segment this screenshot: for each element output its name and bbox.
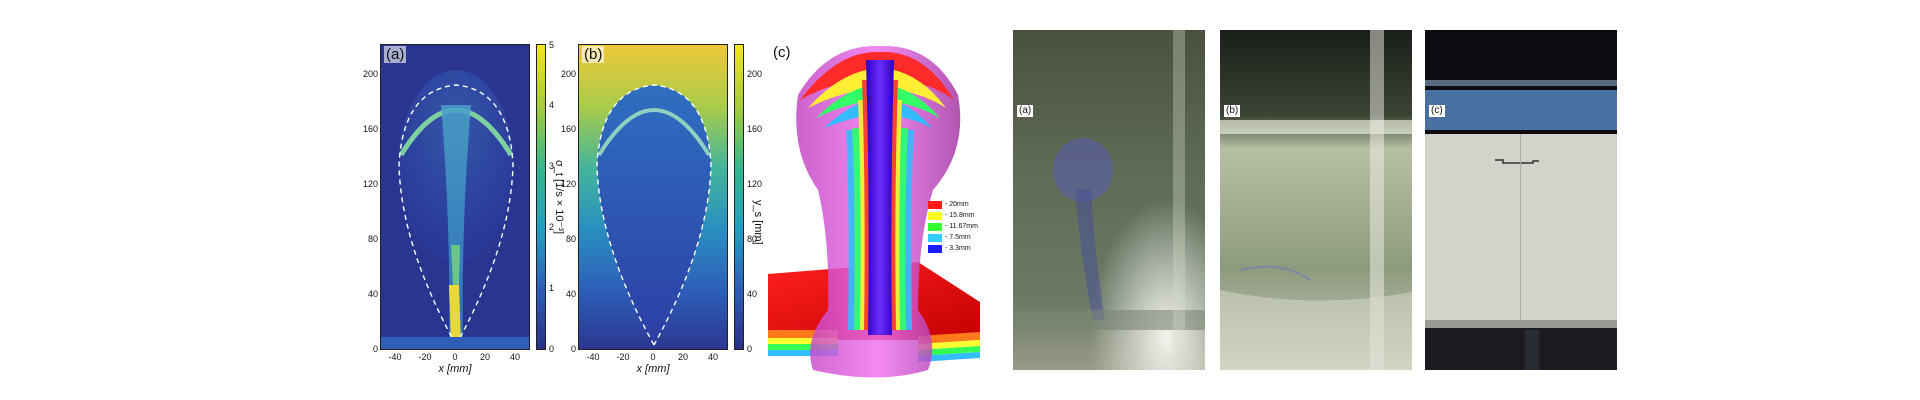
- panel-a-ytick: 0: [372, 344, 378, 354]
- panel-a-cbtick: 5: [549, 40, 555, 50]
- panel-b-ytick: 40: [565, 289, 576, 299]
- panel-b-cbtick: 80: [747, 234, 758, 244]
- panel-b-ytick: 80: [565, 234, 576, 244]
- panel-a-cbtick: 4: [549, 100, 555, 110]
- panel-a-xtick: 40: [509, 352, 520, 362]
- panel-b-xtick: 0: [650, 352, 656, 362]
- panel-c: (c): [768, 40, 990, 380]
- panel-a-ytick: 200: [362, 69, 378, 79]
- panel-b-xtick: -40: [586, 352, 600, 362]
- panel-a-cbtick: 0: [549, 344, 555, 354]
- panel-b-xtick: 20: [677, 352, 688, 362]
- panel-a-cbtick: 1: [549, 283, 555, 293]
- photo-c: (c): [1425, 30, 1617, 370]
- panel-b: (b) 0 40 80 120 160 200 -40 -20 0 20 40 …: [548, 40, 762, 380]
- panel-a-colorbar: [536, 44, 546, 350]
- panel-a-ytick: 160: [362, 124, 378, 134]
- panel-b-ytick: 160: [560, 124, 576, 134]
- panel-b-ytick: 200: [560, 69, 576, 79]
- panel-b-heatmap: [579, 45, 727, 349]
- panel-a-tag: (a): [384, 46, 407, 63]
- panel-c-tag: (c): [773, 44, 791, 61]
- panel-b-plot: [578, 44, 728, 350]
- panel-a-plot: [380, 44, 530, 350]
- panel-a-xtick: -40: [388, 352, 402, 362]
- panel-b-xtick: -20: [616, 352, 630, 362]
- panel-b-cbtick: 200: [747, 69, 763, 79]
- panel-b-ytick: 120: [560, 179, 576, 189]
- panel-c-legend: - 20mm - 15.8mm - 11.67mm - 7.5mm - 3.3m…: [928, 200, 990, 260]
- panel-a-ytick: 120: [362, 179, 378, 189]
- photo-b-image: [1220, 30, 1412, 370]
- panel-a-heatmap: [381, 45, 529, 349]
- panel-b-xtick: 40: [707, 352, 718, 362]
- legend-swatch: [928, 245, 942, 253]
- legend-swatch: [928, 212, 942, 220]
- panel-a-cbtick: 2: [549, 222, 555, 232]
- photo-b: (b): [1220, 30, 1412, 370]
- photo-a-image: [1013, 30, 1205, 370]
- panel-a-xtick: -20: [418, 352, 432, 362]
- panel-b-xlabel: x [mm]: [636, 363, 670, 375]
- panel-b-colorbar: [734, 44, 744, 350]
- photo-c-image: [1425, 30, 1617, 370]
- legend-swatch: [928, 201, 942, 209]
- panel-a-xlabel: x [mm]: [438, 363, 472, 375]
- legend-swatch: [928, 223, 942, 231]
- legend-label: - 20mm: [945, 201, 969, 208]
- panel-a: (a) 0 40 80 120 160 200 -40 -20 0 20 40 …: [350, 40, 560, 380]
- panel-b-cbtick: 40: [747, 289, 758, 299]
- legend-swatch: [928, 234, 942, 242]
- photo-a: (a): [1013, 30, 1205, 370]
- panel-a-xtick: 20: [479, 352, 490, 362]
- panel-a-cbtick: 3: [549, 161, 555, 171]
- legend-label: - 15.8mm: [945, 212, 975, 219]
- legend-label: - 7.5mm: [945, 234, 971, 241]
- panel-a-ytick: 80: [367, 234, 378, 244]
- photo-c-tag: (c): [1429, 105, 1445, 117]
- panel-c-render: [768, 45, 980, 378]
- panel-b-cbtick: 0: [747, 344, 753, 354]
- panel-a-xtick: 0: [452, 352, 458, 362]
- panel-b-tag: (b): [582, 46, 605, 63]
- photo-a-tag: (a): [1017, 105, 1034, 117]
- panel-b-cbtick: 160: [747, 124, 763, 134]
- panel-a-ytick: 40: [367, 289, 378, 299]
- panel-b-cblabel: y_s [mm]: [752, 200, 764, 245]
- photo-b-tag: (b): [1224, 105, 1241, 117]
- panel-b-cbtick: 120: [747, 179, 763, 189]
- panel-b-ytick: 0: [570, 344, 576, 354]
- legend-label: - 3.3mm: [945, 245, 971, 252]
- legend-label: - 11.67mm: [945, 223, 978, 230]
